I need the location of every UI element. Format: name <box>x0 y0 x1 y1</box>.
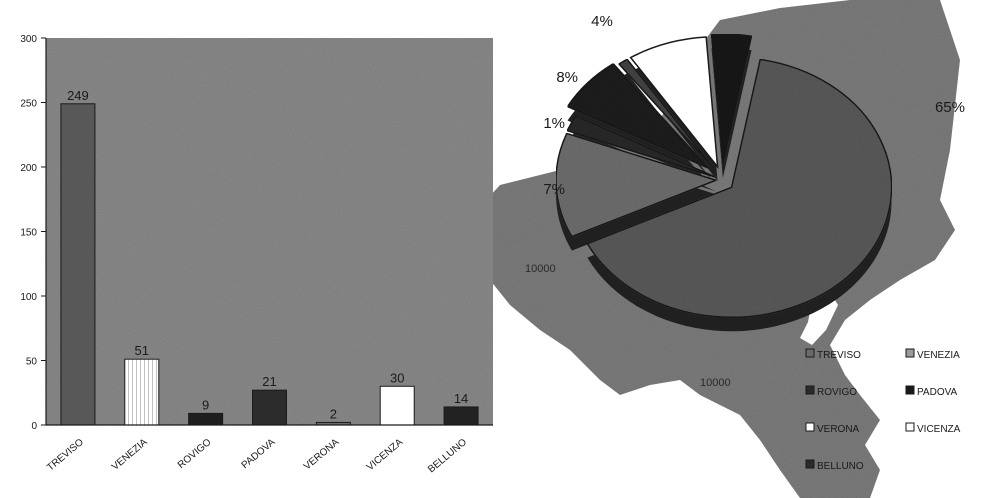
legend-label: VICENZA <box>917 424 961 435</box>
bar-value-label: 9 <box>202 397 209 412</box>
pie-slice-vicenza <box>629 36 719 170</box>
bar-rovigo <box>188 412 224 426</box>
pie-chart: 65% 7% 1% 8% 4% <box>543 13 965 332</box>
legend-label: TREVISO <box>817 350 861 361</box>
bar-value-label: 249 <box>67 88 89 103</box>
y-tick-label: 100 <box>20 292 37 303</box>
x-axis: TREVISO VENEZIA ROVIGO PADOVA VERONA VICENZA B… <box>45 424 493 476</box>
y-tick-label: 50 <box>26 357 38 368</box>
legend-swatch <box>805 385 815 395</box>
x-tick-label: VERONA <box>302 437 342 473</box>
x-tick-label: TREVISO <box>45 437 86 474</box>
bar-value-label: 14 <box>454 391 468 406</box>
pie-value-label: 1% <box>543 115 565 132</box>
x-tick-label: ROVIGO <box>176 437 214 471</box>
bar-chart-plot-background <box>46 38 493 425</box>
pie-slice-padova <box>566 62 709 169</box>
bar-chart: 0 50 100 150 200 250 300 249 51 9 21 2 30 14 TREVISO… <box>20 34 493 475</box>
bar-treviso <box>60 103 96 426</box>
map-label-b: 10000 <box>700 377 731 389</box>
pie-value-label: 4% <box>591 13 613 30</box>
y-tick-label: 250 <box>20 99 37 110</box>
y-tick-label: 0 <box>31 421 37 432</box>
legend-swatch <box>805 422 815 432</box>
pie-value-label: 7% <box>543 181 565 198</box>
pie-legend: TREVISO VENEZIA ROVIGO PADOVA VERONA VICENZA B… <box>805 348 961 472</box>
pie-slice-rovigo <box>566 114 717 179</box>
legend-label: VENEZIA <box>917 350 960 361</box>
pie-slice-venezia <box>555 132 719 238</box>
bar-value-label: 2 <box>330 406 337 421</box>
x-tick-label: BELLUNO <box>426 437 469 476</box>
pie-slice-belluno <box>710 33 753 165</box>
bar-padova <box>252 389 287 426</box>
legend-swatch <box>805 348 815 358</box>
legend-swatch <box>905 422 915 432</box>
bar-series: 249 51 9 21 2 30 14 <box>60 88 479 426</box>
x-tick-label: VICENZA <box>365 437 406 473</box>
y-tick-label: 300 <box>20 34 37 45</box>
lagoon-notch <box>800 292 838 345</box>
bar-venezia <box>124 358 160 426</box>
x-tick-label: PADOVA <box>240 437 278 471</box>
legend-label: BELLUNO <box>817 461 864 472</box>
bar-value-label: 21 <box>262 374 276 389</box>
bar-vicenza <box>379 385 415 426</box>
pie-value-label: 8% <box>556 69 578 86</box>
bar-belluno <box>443 406 479 426</box>
legend-label: ROVIGO <box>817 387 857 398</box>
pie-value-label: 65% <box>935 99 965 116</box>
y-tick-label: 200 <box>20 163 37 174</box>
bar-value-label: 51 <box>135 343 149 358</box>
x-tick-label: VENEZIA <box>110 437 150 473</box>
legend-swatch <box>905 348 915 358</box>
legend-label: PADOVA <box>917 387 958 398</box>
legend-label: VERONA <box>817 424 860 435</box>
y-axis: 0 50 100 150 200 250 300 <box>20 34 47 432</box>
pie-slice-treviso <box>586 58 893 319</box>
legend-swatch <box>805 459 815 469</box>
bar-value-label: 30 <box>390 370 404 385</box>
legend-swatch <box>905 385 915 395</box>
y-tick-label: 150 <box>20 228 37 239</box>
map-label-a: 10000 <box>525 263 556 275</box>
pie-slice-verona <box>617 58 715 169</box>
